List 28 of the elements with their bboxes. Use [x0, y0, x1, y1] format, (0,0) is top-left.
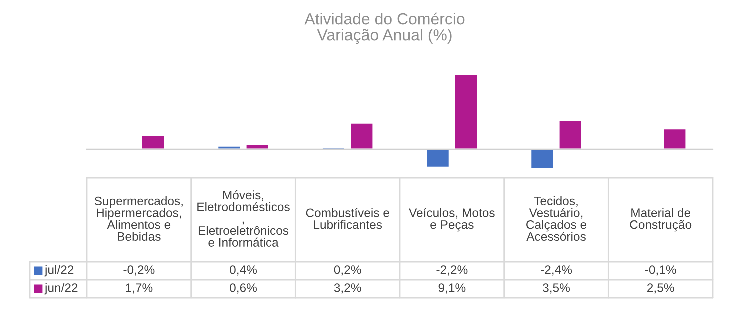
- data-label: 0,4%: [230, 266, 257, 276]
- data-label: 0,6%: [230, 284, 257, 294]
- data-label: -2,2%: [436, 266, 468, 276]
- data-label: 9,1%: [438, 284, 466, 294]
- bar: [141, 134, 166, 150]
- data-label: 3,5%: [543, 284, 570, 294]
- chart-title: Atividade do Comércio Variação Anual (%): [304, 12, 465, 44]
- x-tick-label: Combustíveis e Lubrificantes: [306, 208, 390, 230]
- legend-label: jun/22: [44, 283, 78, 295]
- data-label: 1,7%: [126, 284, 153, 294]
- x-tick-label: Supermercados, Hipermercados, Alimentos e Bebidas: [94, 196, 183, 242]
- data-label: -0,2%: [124, 266, 155, 276]
- x-tick-label: Móveis, Eletrodomésticos , Eletroeletrônicos e Informática: [198, 190, 290, 247]
- legend-label: jul/22: [44, 265, 74, 277]
- bar: [558, 120, 583, 150]
- bar: [530, 148, 555, 170]
- data-label: 0,2%: [334, 266, 362, 276]
- bar: [662, 128, 688, 150]
- data-label: 2,5%: [648, 284, 674, 294]
- data-label: -0,1%: [645, 266, 676, 276]
- bar: [426, 148, 450, 168]
- bar: [454, 74, 478, 150]
- x-tick-label: Material de Construção: [630, 208, 692, 232]
- bar: [350, 122, 374, 150]
- x-tick-label: Veículos, Motos e Peças: [409, 208, 495, 232]
- data-label: 3,2%: [334, 284, 362, 294]
- data-label: -2,4%: [541, 266, 572, 276]
- x-tick-label: Tecidos, Vestuário, Calçados e Acessórios: [526, 196, 587, 242]
